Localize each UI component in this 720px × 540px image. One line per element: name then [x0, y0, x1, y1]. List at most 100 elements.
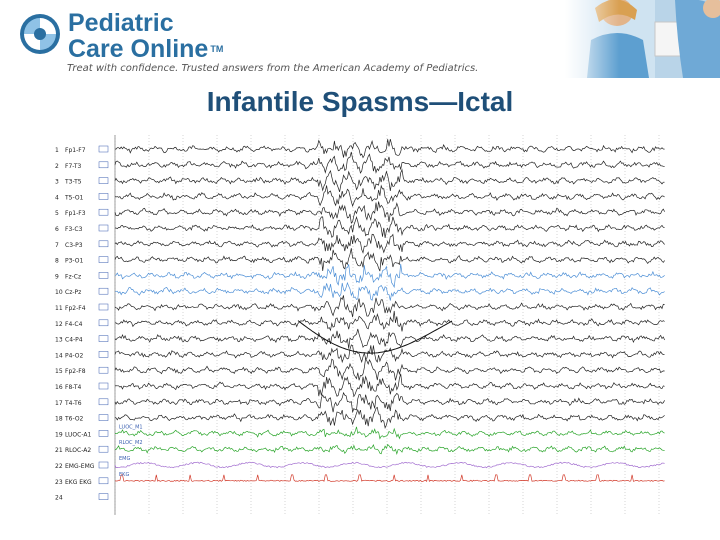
- channel-label: Fp1-F7: [65, 147, 86, 154]
- channel-scale-box: [98, 287, 109, 295]
- brand-line-1: Pediatric: [68, 9, 174, 37]
- slide-title: Infantile Spasms—Ictal: [206, 86, 514, 117]
- eeg-trace: [114, 151, 665, 174]
- eeg-recording: 1 Fp1-F72 F7-T33 T3-T54 T5-O15 Fp1-F36 F3-C37 C…: [53, 135, 665, 515]
- channel-number: 14: [55, 352, 63, 359]
- channel-label: Fp2-F4: [65, 305, 86, 312]
- eeg-trace: [114, 357, 665, 381]
- channel-scale-box: [98, 193, 109, 200]
- channel-scale-box: [98, 161, 109, 169]
- channel-label: Fz-Cz: [65, 273, 81, 280]
- channel-number: 5: [55, 210, 59, 217]
- trace-label: EKG: [119, 472, 129, 478]
- trace-label: EMG: [119, 456, 130, 462]
- channel-label: T5-O1: [64, 194, 84, 201]
- channel-number: 13: [55, 337, 63, 344]
- channel-scale-box: [98, 256, 109, 263]
- trace-label: RLOC_M2: [119, 440, 143, 446]
- channel-label: T3-T5: [64, 179, 82, 186]
- channel-scale-box: [98, 445, 109, 453]
- channel-scale-box: [98, 398, 109, 406]
- eeg-trace: [114, 426, 665, 440]
- trademark-mark: TM: [210, 44, 224, 54]
- eeg-trace: [114, 248, 665, 272]
- channel-number: 23: [55, 479, 63, 486]
- eeg-trace: [114, 344, 665, 364]
- channel-scale-box: [98, 335, 109, 342]
- channel-scale-box: [98, 351, 109, 358]
- eeg-trace: [114, 391, 665, 414]
- channel-number: 2: [55, 163, 59, 170]
- channel-scale-box: [98, 177, 109, 184]
- channel-label: C4-P4: [65, 337, 83, 344]
- channel-number: 24: [55, 495, 63, 502]
- channel-number: 15: [55, 368, 63, 375]
- channel-number: 6: [55, 226, 59, 233]
- channel-number: 8: [55, 258, 59, 265]
- channel-label: F4-C4: [65, 321, 83, 328]
- brand-line-2: Care Online TM: [68, 36, 223, 62]
- channel-number: 22: [55, 463, 63, 470]
- channel-scale-box: [98, 319, 109, 327]
- channel-scale-box: [98, 414, 109, 421]
- channel-label: T6-O2: [64, 416, 84, 423]
- eeg-trace: [114, 328, 665, 349]
- channel-label: EMG-EMG: [65, 463, 95, 470]
- channel-number: 18: [55, 416, 63, 423]
- channel-number: 7: [55, 242, 59, 249]
- eeg-trace: [114, 233, 665, 254]
- channel-number: 19: [55, 431, 63, 438]
- channel-scale-box: [98, 430, 109, 437]
- channel-label: C3-P3: [65, 242, 83, 249]
- channel-scale-box: [98, 145, 109, 153]
- channel-number: 1: [55, 147, 59, 154]
- eeg-trace: [114, 281, 665, 301]
- channel-label: F8-T4: [65, 384, 82, 391]
- channel-number: 17: [55, 400, 63, 407]
- eeg-trace: [114, 474, 665, 482]
- channel-label: RLOC-A2: [65, 447, 91, 454]
- channel-label: T4-T6: [64, 400, 82, 407]
- channel-label: F3-C3: [65, 226, 83, 233]
- eeg-background: [53, 135, 665, 515]
- eeg-trace: [114, 184, 665, 208]
- clinicians-photo: [565, 0, 720, 78]
- trace-label: LUOC_M1: [119, 424, 143, 430]
- channel-scale-box: [98, 477, 109, 485]
- channel-label: EKG EKG: [65, 479, 92, 486]
- eeg-trace: [114, 461, 665, 469]
- eeg-trace: [114, 168, 665, 193]
- channel-number: 9: [55, 273, 59, 280]
- header: Pediatric Care Online TM Treat with confi…: [0, 0, 720, 80]
- eeg-trace: [115, 216, 665, 239]
- channel-label: F7-T3: [65, 163, 82, 170]
- eeg-trace: [114, 443, 665, 456]
- ictal-slow-wave: [297, 320, 453, 354]
- channel-scale-box: [98, 208, 109, 216]
- channel-label: LUOC-A1: [65, 431, 91, 438]
- eeg-trace: [114, 139, 665, 159]
- eeg-trace: [114, 201, 665, 224]
- eeg-trace: [114, 373, 665, 398]
- channel-number: 3: [55, 179, 59, 186]
- channel-scale-box: [98, 493, 109, 500]
- channel-number: 21: [55, 447, 63, 454]
- brand-name: Pediatric Care Online TM: [68, 10, 223, 62]
- channel-scale-box: [98, 272, 109, 279]
- eeg-trace: [114, 263, 665, 289]
- eeg-trace: [114, 310, 665, 332]
- channel-scale-box: [98, 224, 109, 232]
- eeg-trace: [114, 295, 665, 318]
- channel-number: 16: [55, 384, 63, 391]
- channel-label: Cz-Pz: [65, 289, 81, 296]
- channel-number: 10: [55, 289, 63, 296]
- channel-number: 11: [55, 305, 63, 312]
- channel-scale-box: [98, 240, 109, 248]
- channel-scale-box: [98, 366, 109, 374]
- eeg-trace: [114, 406, 665, 429]
- channel-label: Fp1-F3: [65, 210, 86, 217]
- channel-label: P4-O2: [65, 352, 83, 359]
- channel-label: Fp2-F8: [65, 368, 86, 375]
- channel-scale-box: [98, 303, 109, 311]
- channel-scale-box: [98, 382, 109, 390]
